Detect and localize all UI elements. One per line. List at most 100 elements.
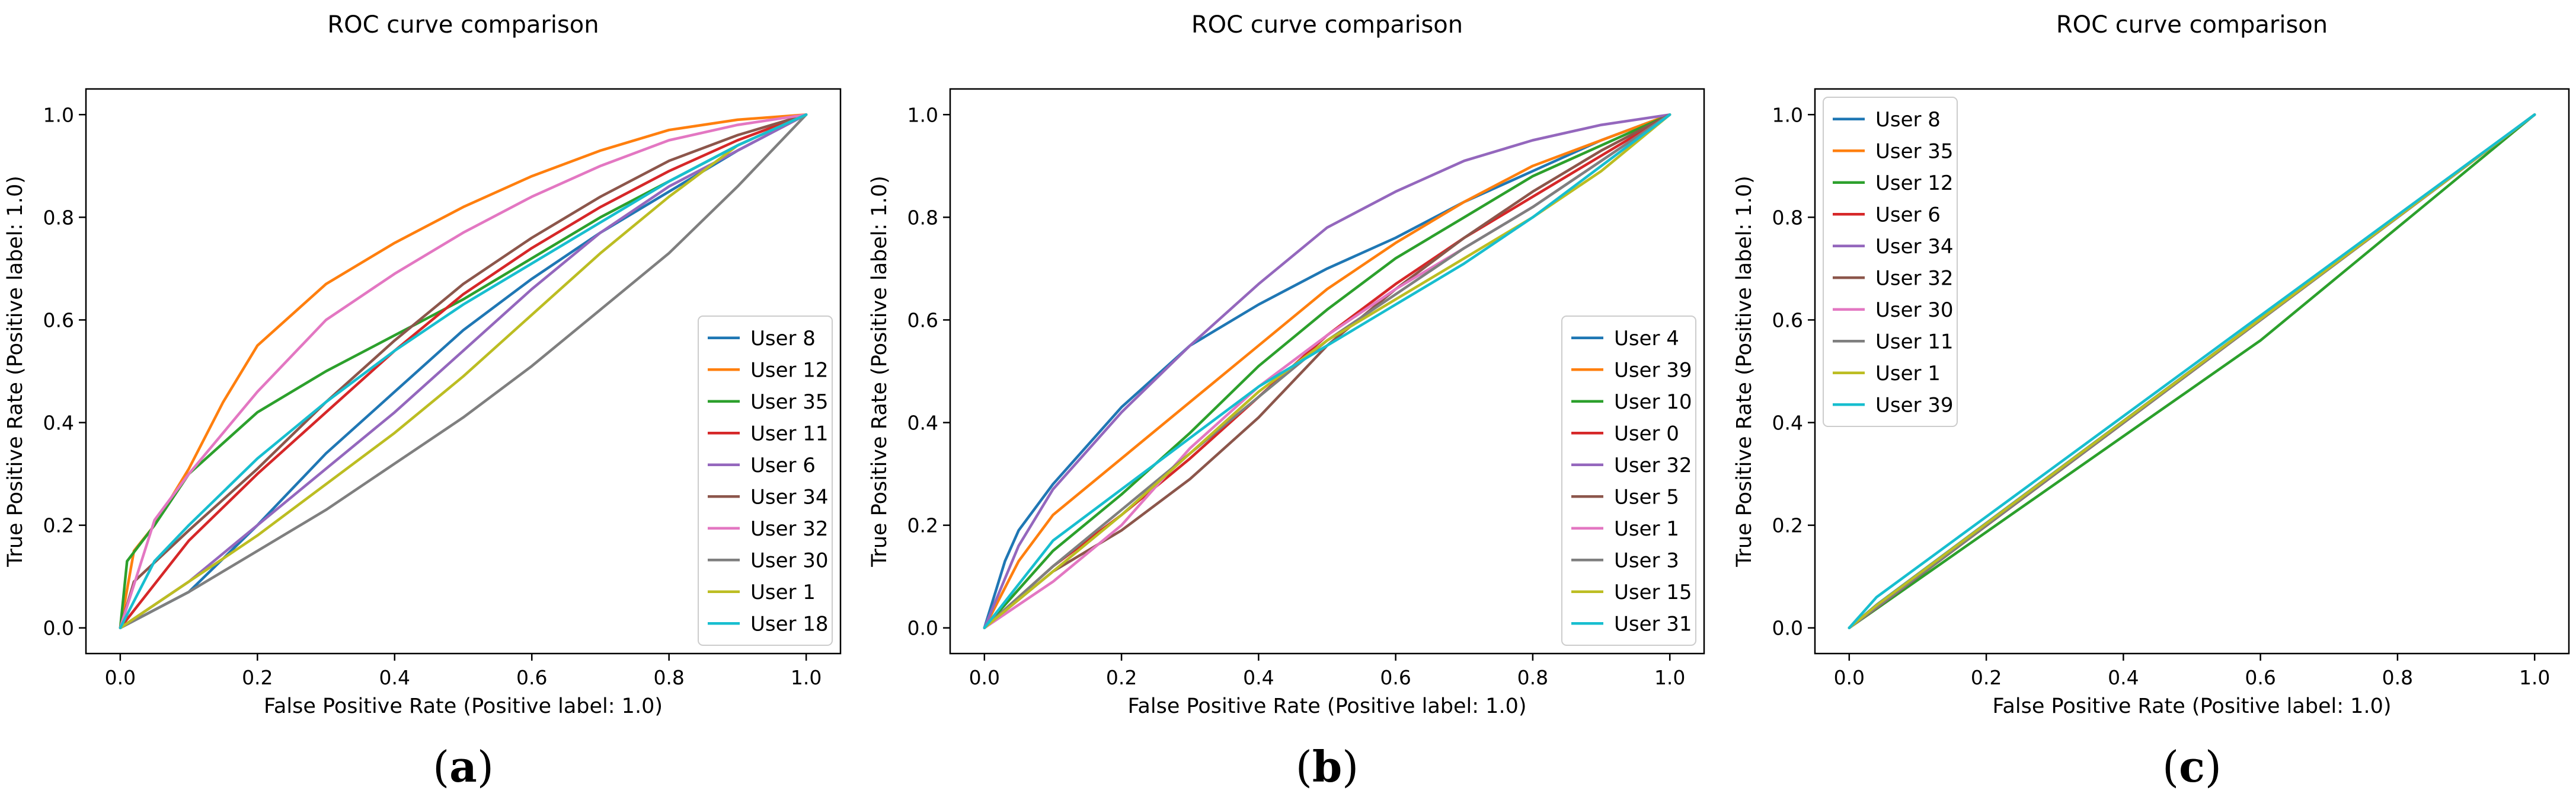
y-tick-label: 0.0 [43,617,74,640]
x-tick-label: 1.0 [791,666,822,689]
legend-entry: User 15 [1614,581,1692,604]
y-tick-label: 0.8 [43,206,74,229]
legend-entry: User 32 [750,517,829,541]
legend-entry: User 12 [1875,171,1954,195]
roc-line-user-32 [119,113,808,629]
axes-frame [949,88,1705,655]
legend-entry: User 34 [1875,235,1954,259]
legend-entry: User 30 [750,549,829,572]
series-group [119,113,808,629]
series-group [1848,113,2536,629]
roc-line-user-12 [1848,113,2536,629]
legend-entry: User 6 [750,454,816,477]
legend-entry: User 39 [1875,393,1954,417]
x-tick-label: 1.0 [1654,666,1685,689]
y-tick-label: 0.2 [43,514,74,537]
legend-entry: User 30 [1875,298,1954,322]
y-tick-label: 0.2 [1772,514,1803,537]
x-tick-label: 1.0 [2519,666,2550,689]
roc-line-user-15 [983,113,1671,629]
axes-frame [85,88,842,655]
legend-entry: User 11 [1875,330,1954,353]
x-tick-label: 0.6 [516,666,547,689]
legend-entry: User 3 [1614,549,1679,572]
legend-entry: User 32 [1614,454,1692,477]
y-tick-label: 0.0 [907,617,938,640]
x-tick-label: 0.8 [653,666,684,689]
y-tick-label: 1.0 [43,103,74,126]
roc-line-user-6 [119,113,808,629]
roc-line-user-30 [119,113,808,629]
legend: User 8 User 12 User 35 User 11 User 6 User 34… [698,316,833,646]
x-tick-label: 0.0 [105,666,136,689]
panel-label: (b) [1296,741,1359,792]
y-axis-label: True Positive Rate (Positive label: 1.0) [4,176,27,567]
legend-entry: User 32 [1875,266,1954,290]
legend-entry: User 35 [1875,139,1954,163]
roc-line-user-10 [983,113,1671,629]
y-axis-label: True Positive Rate (Positive label: 1.0) [1733,176,1756,567]
x-tick-label: 0.2 [1971,666,2002,689]
legend-entry: User 5 [1614,485,1679,509]
legend-entry: User 31 [1614,612,1692,636]
x-axis-label: False Positive Rate (Positive label: 1.0… [264,694,663,718]
y-tick-label: 0.8 [907,206,938,229]
legend-entry: User 4 [1614,327,1679,350]
axes-frame [1814,88,2570,655]
y-tick-label: 0.4 [907,412,938,435]
legend-box [1823,97,1958,427]
legend: User 8 User 35 User 12 User 6 User 34 User 32… [1823,97,1958,427]
legend-entry: User 18 [750,612,829,636]
legend-entry: User 11 [750,422,829,445]
chart-panel-b: ROC curve comparison 0.0 0.2 0.4 0.6 0.8 1.0 0.… [868,11,1705,792]
y-tick-label: 0.8 [1772,206,1803,229]
chart-title: ROC curve comparison [327,11,599,39]
chart-title: ROC curve comparison [2056,11,2328,39]
series-group [983,113,1671,629]
y-tick-label: 1.0 [1772,103,1803,126]
chart-panel-c: ROC curve comparison 0.0 0.2 0.4 0.6 0.8 1.0 0.… [1733,11,2570,792]
roc-line-user-8 [119,113,808,629]
x-tick-label: 0.8 [1517,666,1548,689]
roc-line-user-32 [983,113,1671,629]
legend-entry: User 0 [1614,422,1679,445]
legend-entry: User 12 [750,358,829,382]
legend-entry: User 34 [750,485,829,509]
roc-line-user-11 [119,113,808,629]
x-axis-label: False Positive Rate (Positive label: 1.0… [1993,694,2392,718]
x-tick-label: 0.6 [2245,666,2275,689]
legend-box [698,316,833,646]
x-axis-label: False Positive Rate (Positive label: 1.0… [1128,694,1527,718]
legend-entry: User 10 [1614,390,1692,414]
legend-entry: User 6 [1875,203,1941,227]
x-tick-label: 0.0 [1834,666,1865,689]
x-tick-label: 0.2 [242,666,273,689]
legend-entry: User 8 [1875,108,1941,132]
roc-line-user-4 [983,113,1671,629]
y-tick-label: 1.0 [907,103,938,126]
y-tick-label: 0.0 [1772,617,1803,640]
legend-entry: User 1 [1614,517,1679,541]
legend-entry: User 1 [750,581,816,604]
legend-entry: User 1 [1875,362,1941,385]
y-tick-label: 0.4 [43,412,74,435]
x-tick-label: 0.4 [1243,666,1274,689]
roc-line-user-39 [983,113,1671,629]
roc-line-user-18 [119,113,808,629]
y-tick-label: 0.6 [1772,308,1803,332]
legend-entry: User 8 [750,327,816,350]
roc-line-user-39 [1848,113,2536,629]
legend-box [1561,316,1696,646]
chart-title: ROC curve comparison [1191,11,1463,39]
x-tick-label: 0.0 [969,666,1000,689]
x-tick-label: 0.2 [1106,666,1137,689]
y-tick-label: 0.4 [1772,412,1803,435]
panel-label: (c) [2162,741,2222,792]
roc-line-user-34 [119,113,808,629]
roc-line-user-1 [1848,113,2536,629]
x-tick-label: 0.8 [2382,666,2413,689]
chart-panel-a: ROC curve comparison 0.0 0.2 0.4 0.6 0.8 1.0 0.… [4,11,842,792]
y-tick-label: 0.2 [907,514,938,537]
legend: User 4 User 39 User 10 User 0 User 32 User 5 U… [1561,316,1696,646]
